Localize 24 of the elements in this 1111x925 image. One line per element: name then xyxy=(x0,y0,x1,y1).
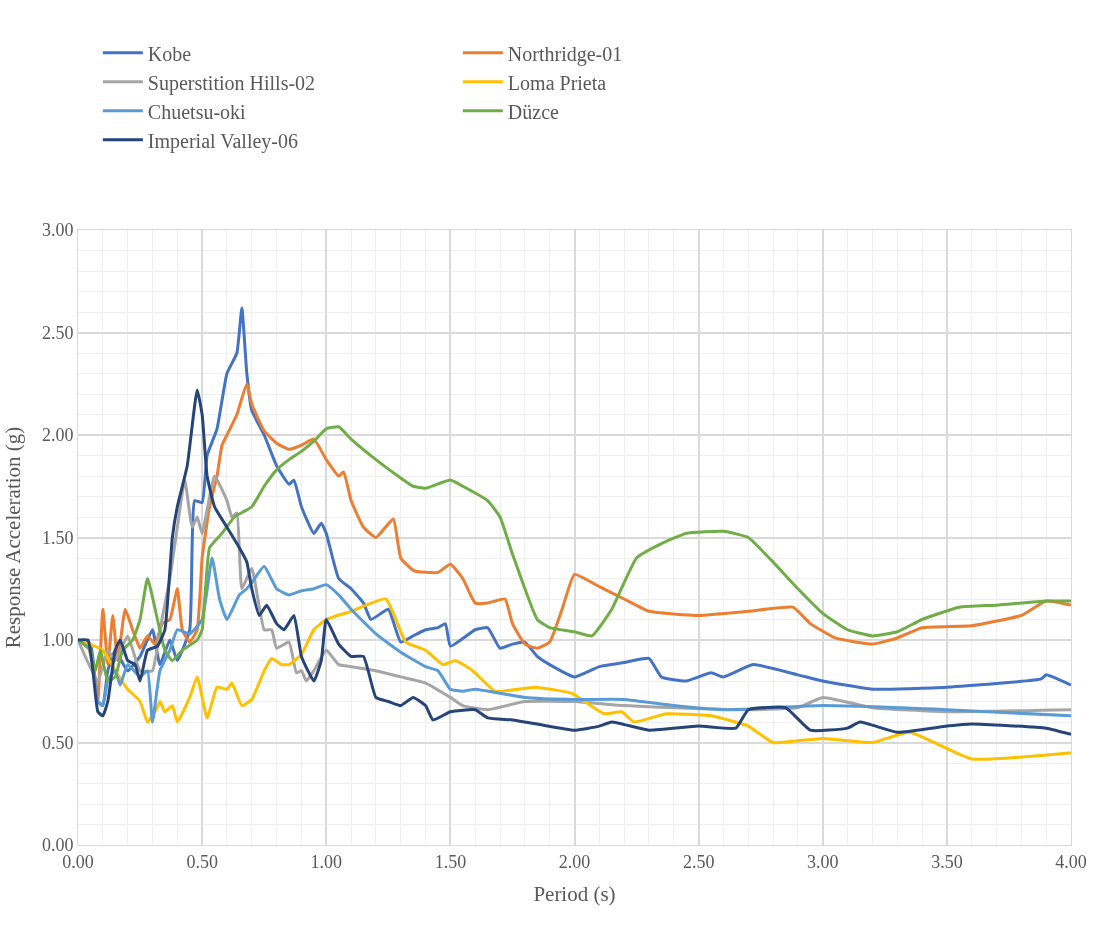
x-tick-label: 3.50 xyxy=(931,851,963,872)
legend-label: Imperial Valley-06 xyxy=(147,129,298,153)
y-tick-label: 2.00 xyxy=(41,425,74,446)
x-tick-label: 2.00 xyxy=(558,851,591,872)
x-tick-label: 0.50 xyxy=(186,851,218,872)
y-tick-label: 1.50 xyxy=(41,527,74,548)
y-tick-label: 0.50 xyxy=(41,732,74,753)
legend-label: Chuetsu-oki xyxy=(147,100,247,123)
x-tick-label: 1.50 xyxy=(434,851,467,872)
line-series xyxy=(78,425,1071,683)
legend-label: Superstition Hills-02 xyxy=(147,71,316,95)
x-tick-label: 3.00 xyxy=(807,851,839,872)
y-tick-label: 3.00 xyxy=(41,220,74,241)
x-tick-label: 4.00 xyxy=(1055,851,1087,872)
legend-label: Kobe xyxy=(147,42,192,65)
x-tick-label: 2.50 xyxy=(682,851,715,872)
x-axis-title: Period (s) xyxy=(533,881,616,906)
legend-label: Northridge-01 xyxy=(507,42,623,66)
y-tick-label: 2.50 xyxy=(41,322,74,343)
legend-label: Loma Prieta xyxy=(507,71,607,94)
y-axis-title: Response Acceleration (g) xyxy=(1,426,26,649)
y-tick-label: 1.00 xyxy=(41,630,74,651)
legend-label: Düzce xyxy=(507,100,560,123)
x-tick-label: 1.00 xyxy=(310,851,342,872)
